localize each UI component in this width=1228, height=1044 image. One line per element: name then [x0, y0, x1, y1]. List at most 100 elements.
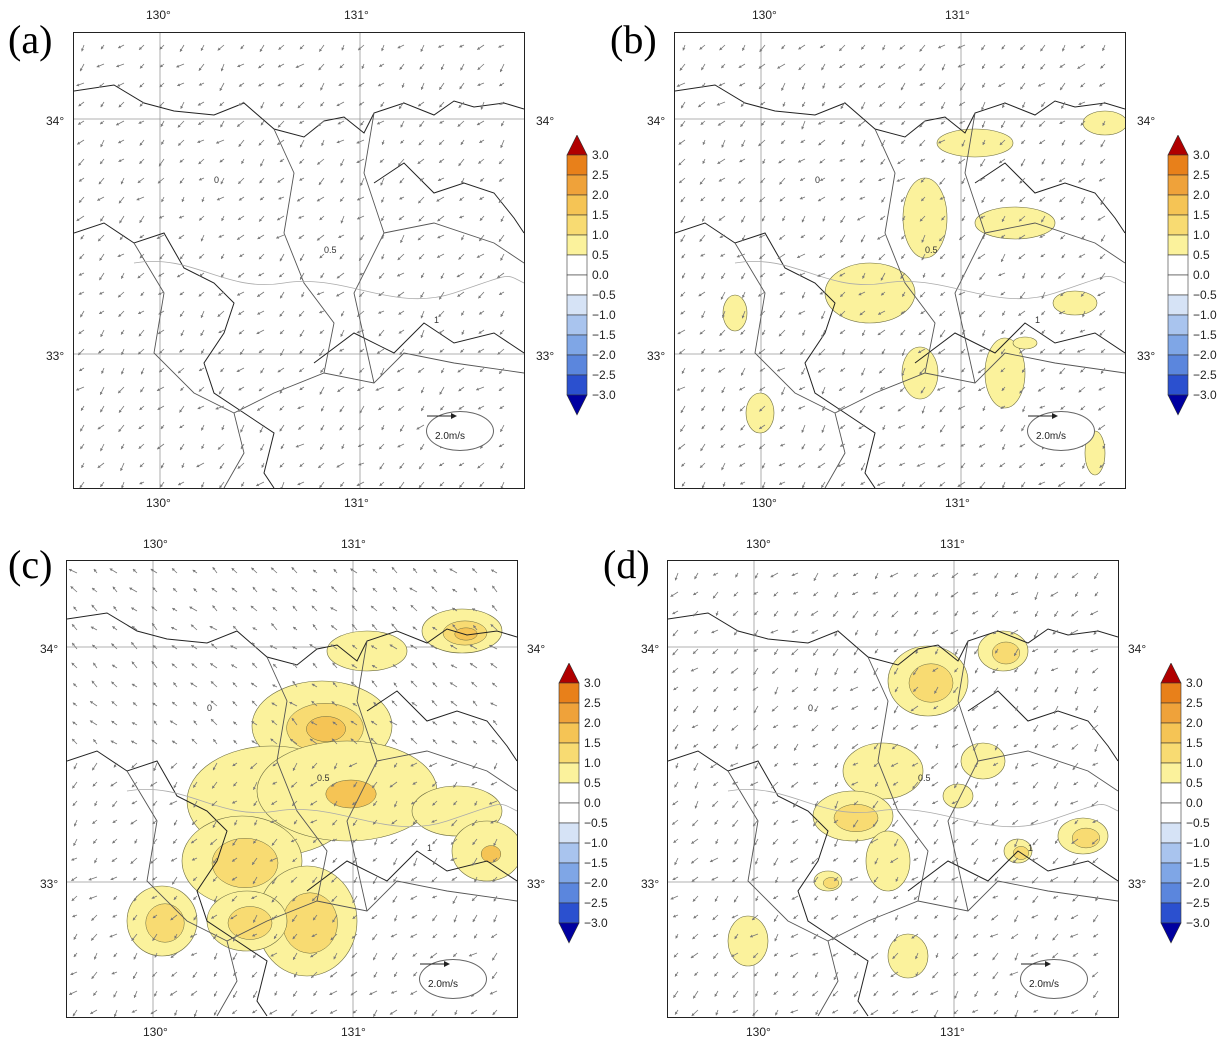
wind-vector — [391, 623, 398, 631]
wind-vector — [119, 234, 125, 241]
wind-vector — [1009, 971, 1019, 976]
wind-vector — [1037, 386, 1046, 392]
wind-vector — [840, 253, 846, 258]
wind-vector — [320, 272, 325, 279]
wind-vector — [410, 895, 418, 900]
wind-vector — [431, 1009, 438, 1017]
wind-vector — [779, 177, 786, 185]
wind-vector — [215, 405, 225, 410]
colorbar-swatch — [1160, 802, 1182, 824]
wind-vector — [1080, 82, 1086, 88]
wind-vector — [438, 158, 445, 164]
positive-anomaly-core — [145, 903, 185, 943]
wind-vector — [1060, 405, 1066, 410]
wind-vector — [979, 424, 986, 430]
wind-vector — [774, 971, 779, 977]
wind-vector — [1021, 367, 1026, 373]
wind-vector — [732, 857, 739, 863]
wind-vector — [490, 623, 498, 631]
wind-vector — [414, 1009, 418, 1015]
wind-vector — [693, 914, 699, 919]
wind-vector — [833, 743, 839, 750]
wind-vector — [219, 101, 225, 107]
wind-vector — [701, 310, 706, 319]
wind-vector — [410, 737, 418, 745]
colorbar-tick-label: −1.0 — [592, 308, 616, 322]
wind-vector — [190, 952, 198, 956]
wind-vector — [792, 971, 799, 979]
wind-vector — [921, 405, 926, 414]
wind-vector — [853, 800, 859, 806]
wind-vector — [739, 348, 746, 354]
wind-vector — [458, 405, 465, 410]
colorbar-swatch — [1167, 174, 1189, 196]
wind-vector — [1080, 215, 1086, 221]
wind-vector — [730, 667, 739, 674]
wind-vector — [933, 838, 939, 845]
wind-vector — [218, 291, 225, 296]
wind-vector — [759, 101, 766, 106]
wind-vector — [1014, 838, 1019, 848]
wind-vector — [431, 819, 438, 823]
wind-vector — [877, 329, 886, 336]
wind-vector — [261, 462, 265, 468]
wind-vector — [139, 253, 145, 259]
wind-vector — [872, 914, 879, 923]
colorbar-swatch — [566, 194, 588, 216]
wind-vector — [961, 215, 966, 222]
colorbar-svg — [566, 135, 588, 416]
wind-vector — [913, 629, 919, 637]
wind-vector — [872, 800, 879, 809]
wind-vector — [800, 139, 806, 144]
wind-vector — [133, 895, 138, 902]
wind-vector — [675, 933, 679, 939]
wind-vector — [1100, 63, 1106, 69]
wind-vector — [439, 386, 445, 395]
lat-tick-left-2: 33° — [647, 349, 666, 363]
wind-vector — [369, 990, 378, 995]
wind-vector — [1040, 215, 1046, 223]
wind-vector — [974, 990, 979, 998]
wind-vector — [139, 139, 145, 146]
wind-vector — [376, 348, 385, 354]
prefecture-border — [874, 128, 936, 374]
wind-vector — [280, 101, 285, 107]
wind-vector — [772, 724, 779, 729]
positive-anomaly-region — [745, 392, 775, 434]
wind-vector — [1094, 781, 1099, 788]
wind-vector — [130, 857, 138, 865]
wind-vector — [953, 914, 959, 921]
wind-vector — [1099, 101, 1106, 107]
wind-vector — [111, 664, 118, 669]
wind-vector — [279, 329, 285, 335]
wind-vector — [310, 952, 318, 958]
wind-vector — [490, 933, 498, 939]
wind-vector — [754, 838, 759, 846]
wind-vector — [677, 443, 686, 450]
wind-vector — [954, 724, 959, 730]
wind-vector — [92, 990, 98, 996]
wind-vector — [252, 627, 258, 631]
wind-vector — [893, 667, 899, 675]
wind-vector — [751, 914, 759, 921]
wind-vector — [138, 424, 145, 430]
wind-vector — [310, 781, 318, 787]
wind-vector — [112, 819, 118, 824]
wind-vector — [179, 348, 185, 353]
wind-vector — [88, 876, 98, 881]
wind-vector — [191, 857, 198, 861]
wind-vector — [801, 120, 806, 130]
wind-vector — [79, 424, 85, 432]
wind-vector — [252, 876, 258, 885]
wind-vector — [699, 329, 706, 335]
wind-vector — [230, 914, 238, 920]
wind-vector — [380, 177, 385, 186]
wind-vector — [371, 914, 378, 920]
wind-vector — [493, 762, 498, 770]
wind-vector — [911, 933, 919, 939]
wind-vector — [682, 44, 686, 51]
wind-vector — [938, 82, 946, 90]
wind-vector — [461, 177, 465, 185]
wind-vector — [1076, 348, 1086, 353]
wind-vector — [818, 443, 826, 452]
